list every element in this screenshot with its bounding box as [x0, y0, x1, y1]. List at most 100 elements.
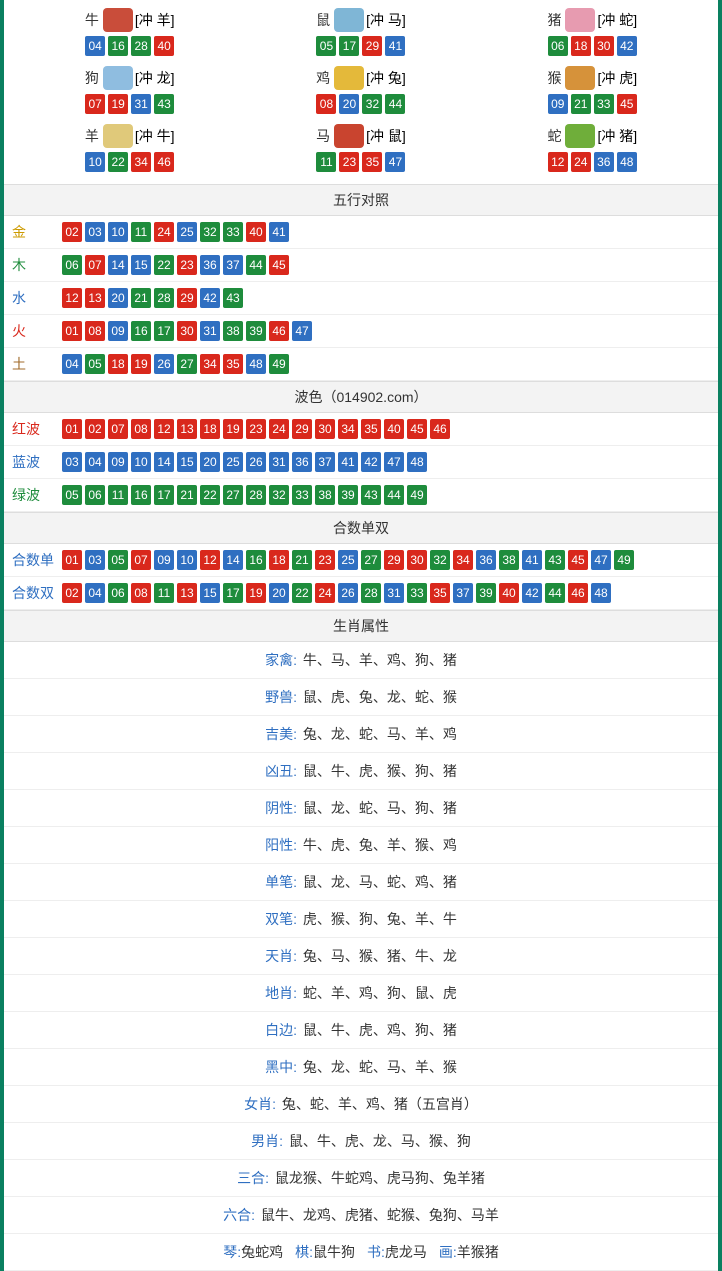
- multi-key: 琴:: [223, 1244, 241, 1260]
- number-ball: 42: [617, 36, 637, 56]
- number-ball: 04: [85, 583, 105, 603]
- number-ball: 04: [62, 354, 82, 374]
- number-ball: 41: [338, 452, 358, 472]
- wuxing-rows: 金02031011242532334041木060714152223363744…: [4, 216, 718, 381]
- attr-row: 家禽: 牛、马、羊、鸡、狗、猪: [4, 642, 718, 679]
- number-ball: 39: [246, 321, 266, 341]
- number-ball: 45: [269, 255, 289, 275]
- number-ball: 46: [269, 321, 289, 341]
- attr-row: 三合: 鼠龙猴、牛蛇鸡、虎马狗、兔羊猪: [4, 1160, 718, 1197]
- number-ball: 24: [315, 583, 335, 603]
- number-ball: 39: [338, 485, 358, 505]
- attr-value: 兔、龙、蛇、马、羊、鸡: [299, 726, 457, 742]
- data-row: 火0108091617303138394647: [4, 315, 718, 348]
- number-ball: 16: [131, 321, 151, 341]
- row-label: 金: [12, 222, 62, 242]
- number-ball: 20: [108, 288, 128, 308]
- number-ball: 18: [269, 550, 289, 570]
- zodiac-top: 猪[冲 蛇]: [478, 8, 707, 32]
- attr-label: 天肖:: [265, 948, 297, 964]
- multi-key: 棋:: [295, 1244, 313, 1260]
- multi-key: 书:: [367, 1244, 385, 1260]
- number-ball: 35: [362, 152, 382, 172]
- number-ball: 12: [200, 550, 220, 570]
- number-ball: 01: [62, 550, 82, 570]
- number-ball: 21: [131, 288, 151, 308]
- number-ball: 35: [361, 419, 381, 439]
- row-balls: 04051819262734354849: [62, 354, 289, 374]
- row-label: 合数双: [12, 583, 62, 603]
- multi-pair: 棋:鼠牛狗: [295, 1244, 355, 1260]
- number-ball: 21: [292, 550, 312, 570]
- number-ball: 06: [108, 583, 128, 603]
- number-ball: 29: [362, 36, 382, 56]
- number-ball: 19: [108, 94, 128, 114]
- number-ball: 15: [200, 583, 220, 603]
- zodiac-icon: [565, 8, 595, 32]
- number-ball: 38: [315, 485, 335, 505]
- number-ball: 17: [339, 36, 359, 56]
- multi-val: 兔蛇鸡: [241, 1244, 283, 1260]
- number-ball: 06: [85, 485, 105, 505]
- data-row: 合数双0204060811131517192022242628313335373…: [4, 577, 718, 610]
- number-ball: 24: [154, 222, 174, 242]
- zodiac-icon: [334, 124, 364, 148]
- number-ball: 35: [223, 354, 243, 374]
- zodiac-name: 鸡: [316, 68, 330, 88]
- number-ball: 23: [315, 550, 335, 570]
- number-ball: 32: [362, 94, 382, 114]
- number-ball: 31: [384, 583, 404, 603]
- data-row: 木06071415222336374445: [4, 249, 718, 282]
- attr-row: 地肖: 蛇、羊、鸡、狗、鼠、虎: [4, 975, 718, 1012]
- number-ball: 03: [85, 550, 105, 570]
- number-ball: 18: [108, 354, 128, 374]
- row-balls: 0108091617303138394647: [62, 321, 312, 341]
- number-ball: 41: [385, 36, 405, 56]
- zodiac-clash: [冲 虎]: [597, 68, 637, 88]
- number-ball: 22: [154, 255, 174, 275]
- row-label: 火: [12, 321, 62, 341]
- number-ball: 07: [85, 255, 105, 275]
- number-ball: 09: [108, 321, 128, 341]
- number-ball: 09: [154, 550, 174, 570]
- number-ball: 15: [177, 452, 197, 472]
- zodiac-icon: [334, 8, 364, 32]
- number-ball: 26: [246, 452, 266, 472]
- attr-multi-row: 琴:兔蛇鸡棋:鼠牛狗书:虎龙马画:羊猴猪: [4, 1234, 718, 1271]
- number-ball: 37: [223, 255, 243, 275]
- attr-row: 天肖: 兔、马、猴、猪、牛、龙: [4, 938, 718, 975]
- zodiac-top: 马[冲 鼠]: [246, 124, 475, 148]
- number-ball: 43: [545, 550, 565, 570]
- number-ball: 20: [339, 94, 359, 114]
- number-ball: 44: [385, 94, 405, 114]
- number-ball: 34: [131, 152, 151, 172]
- multi-pair: 画:羊猴猪: [439, 1244, 499, 1260]
- number-ball: 08: [131, 419, 151, 439]
- number-ball: 20: [200, 452, 220, 472]
- attr-label: 女肖:: [244, 1096, 276, 1112]
- number-ball: 08: [316, 94, 336, 114]
- number-ball: 30: [407, 550, 427, 570]
- attr-value: 鼠、牛、虎、鸡、狗、猪: [299, 1022, 457, 1038]
- number-ball: 04: [85, 36, 105, 56]
- number-ball: 19: [223, 419, 243, 439]
- number-ball: 06: [62, 255, 82, 275]
- number-ball: 01: [62, 419, 82, 439]
- zodiac-clash: [冲 鼠]: [366, 126, 406, 146]
- row-label: 合数单: [12, 550, 62, 570]
- zodiac-top: 鸡 [冲 兔]: [246, 66, 475, 90]
- attr-row: 阳性: 牛、虎、兔、羊、猴、鸡: [4, 827, 718, 864]
- data-row: 土04051819262734354849: [4, 348, 718, 381]
- number-ball: 10: [131, 452, 151, 472]
- zodiac-icon: [565, 66, 595, 90]
- number-ball: 28: [361, 583, 381, 603]
- zodiac-top: 猴[冲 虎]: [478, 66, 707, 90]
- number-ball: 11: [154, 583, 174, 603]
- number-ball: 33: [223, 222, 243, 242]
- number-ball: 31: [131, 94, 151, 114]
- attr-label: 凶丑:: [265, 763, 297, 779]
- zodiac-cell: 牛[冲 羊]04162840: [15, 4, 244, 62]
- number-ball: 21: [177, 485, 197, 505]
- attr-value: 鼠牛、龙鸡、虎猪、蛇猴、兔狗、马羊: [257, 1207, 499, 1223]
- zodiac-clash: [冲 兔]: [366, 68, 406, 88]
